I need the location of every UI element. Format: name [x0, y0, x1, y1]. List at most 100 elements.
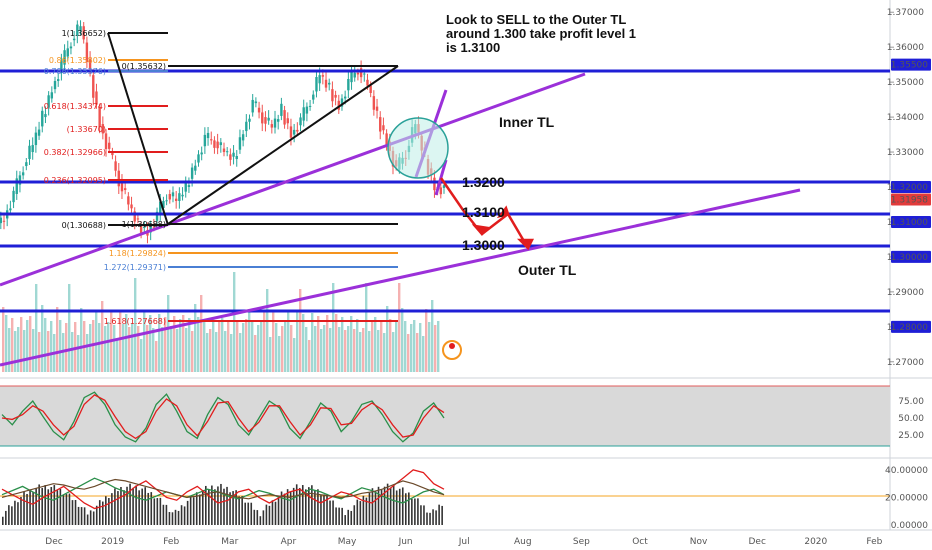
volume-bar	[299, 289, 302, 372]
volume-bar	[353, 329, 356, 372]
adx-hist-bar	[71, 500, 74, 525]
adx-hist-bar	[14, 500, 16, 525]
candle	[296, 122, 299, 136]
candle	[302, 99, 305, 127]
adx-hist-bar	[53, 485, 56, 525]
time-tick-label: Feb	[163, 537, 179, 547]
candle	[286, 112, 289, 130]
fib-label-0618: 0.618(1.34374)	[44, 102, 106, 111]
adx-hist-bar	[8, 505, 10, 525]
candle	[372, 90, 376, 116]
volume-bar	[272, 310, 275, 372]
candle	[210, 131, 213, 145]
svg-text:1.30000: 1.30000	[891, 253, 928, 263]
adx-hist-bar	[32, 492, 34, 525]
adx-tick-label: 0.00000	[891, 521, 928, 531]
adx-hist-bar	[183, 506, 186, 525]
volume-bar	[206, 333, 209, 372]
adx-hist-bar	[420, 505, 422, 525]
adx-hist-bar	[74, 499, 77, 525]
volume-bar	[359, 332, 362, 372]
volume-bar	[323, 325, 326, 372]
stoch-tick-label: 50.00	[898, 414, 924, 424]
adx-hist-bar	[41, 488, 43, 525]
candle	[219, 138, 223, 153]
candle	[350, 65, 353, 90]
volume-bar	[329, 328, 332, 372]
adx-hist-bar	[201, 490, 204, 525]
adx-hist-bar	[329, 500, 331, 525]
candle	[375, 98, 379, 119]
adx-hist-bar	[353, 505, 356, 525]
adx-hist-bar	[5, 510, 7, 525]
price-badge: 1.31000	[891, 215, 931, 228]
adx-hist-bar	[338, 507, 340, 525]
price-tick-label: 1.34000	[887, 113, 924, 123]
volume-bar	[2, 307, 5, 372]
adx-hist-bar	[117, 491, 119, 525]
event-flag-icon[interactable]	[442, 340, 462, 360]
candle	[181, 187, 184, 201]
volume-bar	[101, 301, 104, 372]
volume-bar	[107, 322, 110, 372]
volume-bar	[395, 322, 398, 372]
adx-hist-bar	[332, 500, 334, 525]
candle	[31, 137, 34, 160]
candle	[63, 44, 66, 73]
volume-bar	[245, 319, 248, 372]
level-label-1-31: 1.3100	[462, 204, 505, 220]
fib-label-0236: 0.236(1.32095)	[44, 176, 106, 185]
volume-bar	[263, 311, 266, 372]
price-badge: 1.30000	[891, 250, 931, 263]
candle	[130, 196, 133, 215]
candle	[334, 90, 337, 106]
annotation-line-2: around 1.300 take profit level 1	[446, 26, 636, 41]
adx-hist-bar	[335, 507, 337, 525]
volume-bar	[338, 327, 341, 372]
candle	[245, 114, 248, 138]
svg-text:1.35500: 1.35500	[891, 61, 928, 71]
volume-bar	[212, 319, 215, 372]
candle	[21, 166, 25, 180]
volume-bar	[26, 320, 29, 372]
candle	[229, 148, 232, 166]
adx-hist-bar	[223, 488, 225, 525]
adx-hist-bar	[26, 493, 28, 525]
volume-bar	[275, 323, 278, 372]
candle	[280, 97, 283, 121]
volume-bar	[389, 319, 392, 372]
adx-hist-bar	[232, 491, 234, 525]
adx-hist-bar	[305, 489, 307, 525]
adx-hist-bar	[180, 505, 183, 525]
adx-hist-bar	[38, 484, 40, 525]
adx-hist-bar	[17, 502, 19, 525]
adx-hist-bar	[198, 494, 201, 525]
volume-bar	[287, 312, 290, 372]
channel-line-lower	[434, 159, 448, 196]
adx-hist-bar	[108, 498, 110, 525]
adx-hist-bar	[283, 493, 286, 525]
candle	[194, 159, 197, 175]
candle	[213, 136, 216, 154]
price-tick-label: 1.29000	[887, 288, 924, 298]
adx-hist-bar	[253, 509, 256, 525]
adx-hist-bar	[59, 488, 62, 525]
volume-bar	[68, 284, 71, 372]
stoch-d-line	[1, 394, 445, 440]
fib-label-1618: 1.618(1.27668)	[104, 317, 166, 326]
candle	[15, 170, 18, 200]
volume-bar	[32, 329, 35, 372]
candle	[2, 213, 6, 230]
adx-hist-bar	[174, 509, 177, 525]
candle	[25, 157, 28, 171]
candle	[331, 81, 334, 108]
volume-bar	[428, 322, 431, 372]
adx-hist-bar	[111, 493, 113, 525]
volume-bar	[35, 284, 38, 372]
volume-bar	[260, 321, 263, 372]
volume-bar	[227, 321, 230, 372]
price-badge: 1.28000	[891, 320, 931, 333]
highlight-circle	[387, 117, 449, 179]
adx-hist-bar	[247, 502, 250, 525]
